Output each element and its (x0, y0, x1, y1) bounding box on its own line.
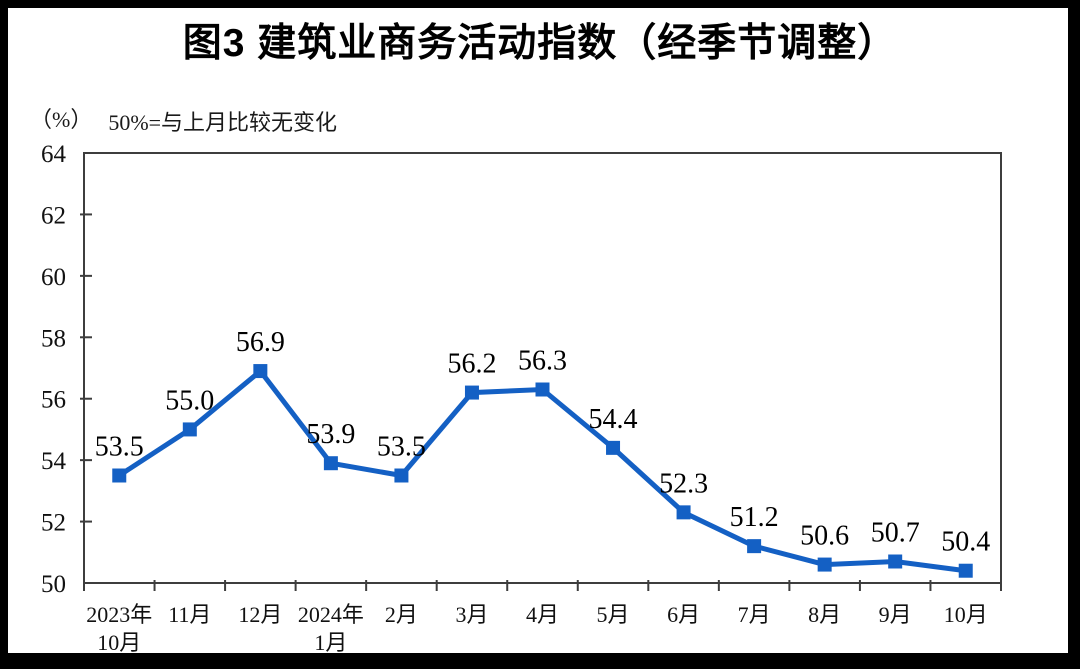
data-point-marker (253, 364, 268, 379)
data-point-label: 52.3 (659, 468, 708, 499)
data-point-label: 50.4 (941, 527, 990, 558)
data-point-label: 56.9 (236, 327, 285, 358)
y-tick-label: 56 (41, 387, 66, 414)
data-point-label: 53.5 (377, 432, 426, 463)
x-tick-label: 11月 (168, 602, 211, 627)
data-point-marker (747, 539, 762, 554)
plot-border (83, 152, 1002, 584)
y-tick-label: 60 (41, 264, 66, 291)
data-point-label: 56.2 (447, 349, 496, 380)
x-tick-label: 4月 (526, 602, 559, 627)
x-tick-label: 12月 (238, 602, 282, 627)
x-tick-label: 10月 (944, 602, 988, 627)
x-tick-label: 5月 (597, 602, 630, 627)
y-tick-label: 64 (41, 141, 67, 168)
data-point-marker (817, 557, 832, 572)
data-point-marker (323, 456, 338, 471)
data-point-marker (112, 468, 127, 483)
y-axis-unit-label: （%） (30, 107, 93, 132)
x-tick-label: 2023年 10月 (86, 602, 152, 655)
data-point-marker (182, 422, 197, 437)
x-tick-label: 2月 (385, 602, 418, 627)
data-point-marker (606, 440, 621, 455)
y-tick-label: 54 (41, 448, 67, 475)
data-point-label: 53.5 (95, 432, 144, 463)
y-tick-label: 52 (41, 510, 66, 537)
x-tick-label: 3月 (455, 602, 488, 627)
data-point-label: 55.0 (165, 385, 214, 416)
data-point-marker (535, 382, 550, 397)
data-point-marker (888, 554, 903, 569)
data-point-label: 50.6 (800, 521, 849, 552)
data-point-label: 50.7 (871, 518, 920, 549)
data-point-label: 54.4 (589, 404, 638, 435)
baseline-note: 50%=与上月比较无变化 (108, 110, 338, 135)
data-point-marker (676, 505, 691, 520)
x-tick-label: 6月 (667, 602, 700, 627)
y-tick-label: 62 (41, 202, 66, 229)
y-tick-label: 50 (41, 571, 66, 598)
data-point-marker (464, 385, 479, 400)
y-tick-label: 58 (41, 325, 66, 352)
chart-subtitle: （%） 50%=与上月比较无变化 (30, 102, 337, 137)
data-point-label: 56.3 (518, 346, 567, 377)
data-point-marker (394, 468, 409, 483)
x-tick-label: 2024年 1月 (298, 602, 364, 655)
data-point-label: 53.9 (306, 419, 355, 450)
data-point-marker (958, 563, 973, 578)
x-tick-label: 7月 (738, 602, 771, 627)
chart-title: 图3 建筑业商务活动指数（经季节调整） (182, 22, 898, 65)
chart-canvas (8, 8, 1068, 653)
x-tick-label: 8月 (808, 602, 841, 627)
x-tick-label: 9月 (879, 602, 912, 627)
data-point-label: 51.2 (730, 502, 779, 533)
